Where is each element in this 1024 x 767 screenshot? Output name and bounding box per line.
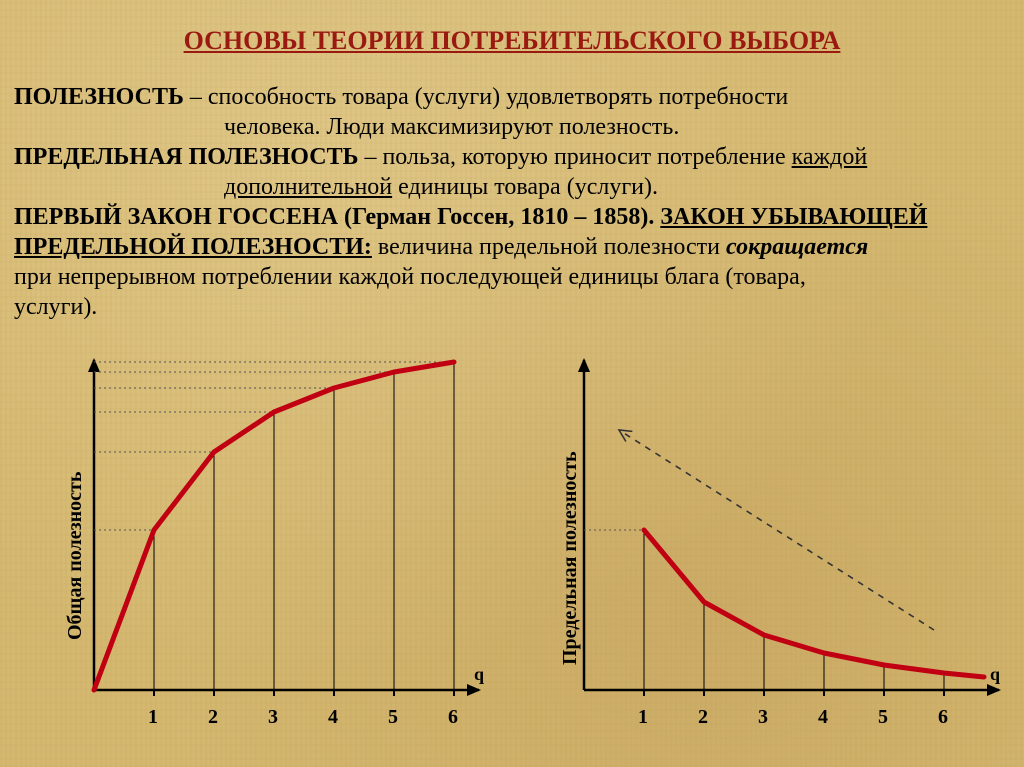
- xtick: 3: [758, 706, 768, 729]
- xtick: 3: [268, 706, 278, 729]
- marginal-utility-chart: [574, 350, 1024, 750]
- charts-area: Общая полезность Предельная полезность q…: [14, 360, 1010, 740]
- body-text: ПОЛЕЗНОСТЬ – способность товара (услуги)…: [14, 82, 1010, 322]
- def-marg-b: дополнительной: [224, 174, 392, 200]
- law-b: ЗАКОН УБЫВАЮЩЕЙ: [660, 204, 927, 230]
- term-utility: ПОЛЕЗНОСТЬ: [14, 84, 184, 110]
- xtick: 4: [328, 706, 338, 729]
- law-d: величина предельной полезности: [372, 234, 726, 260]
- xtick: 5: [388, 706, 398, 729]
- xtick: 6: [938, 706, 948, 729]
- law-f: при непрерывном потреблении каждой после…: [14, 264, 806, 290]
- def-marg-c: единицы товара (услуги).: [392, 174, 658, 200]
- xtick: 4: [818, 706, 828, 729]
- xtick: 2: [698, 706, 708, 729]
- def-marg-u1: каждой: [792, 144, 868, 170]
- slide-title: ОСНОВЫ ТЕОРИИ ПОТРЕБИТЕЛЬСКОГО ВЫБОРА: [0, 26, 1024, 56]
- total-utility-chart: [84, 350, 504, 750]
- right-xlabel: q: [990, 664, 1000, 685]
- def-utility-a: – способность товара (услуги) удовлетвор…: [184, 84, 788, 110]
- xtick: 6: [448, 706, 458, 729]
- law-g: услуги).: [14, 294, 97, 320]
- law-a: ПЕРВЫЙ ЗАКОН ГОССЕНА (Герман Госсен, 181…: [14, 204, 660, 230]
- xtick: 5: [878, 706, 888, 729]
- term-marginal: ПРЕДЕЛЬНАЯ ПОЛЕЗНОСТЬ: [14, 144, 358, 170]
- xtick: 2: [208, 706, 218, 729]
- def-marg-a: – польза, которую приносит потребление: [358, 144, 791, 170]
- left-xlabel: q: [474, 664, 484, 685]
- law-c: ПРЕДЕЛЬНОЙ ПОЛЕЗНОСТИ:: [14, 234, 372, 260]
- def-utility-b: человека. Люди максимизируют полезность.: [224, 114, 679, 140]
- xtick: 1: [638, 706, 648, 729]
- xtick: 1: [148, 706, 158, 729]
- law-e: сокращается: [726, 234, 868, 260]
